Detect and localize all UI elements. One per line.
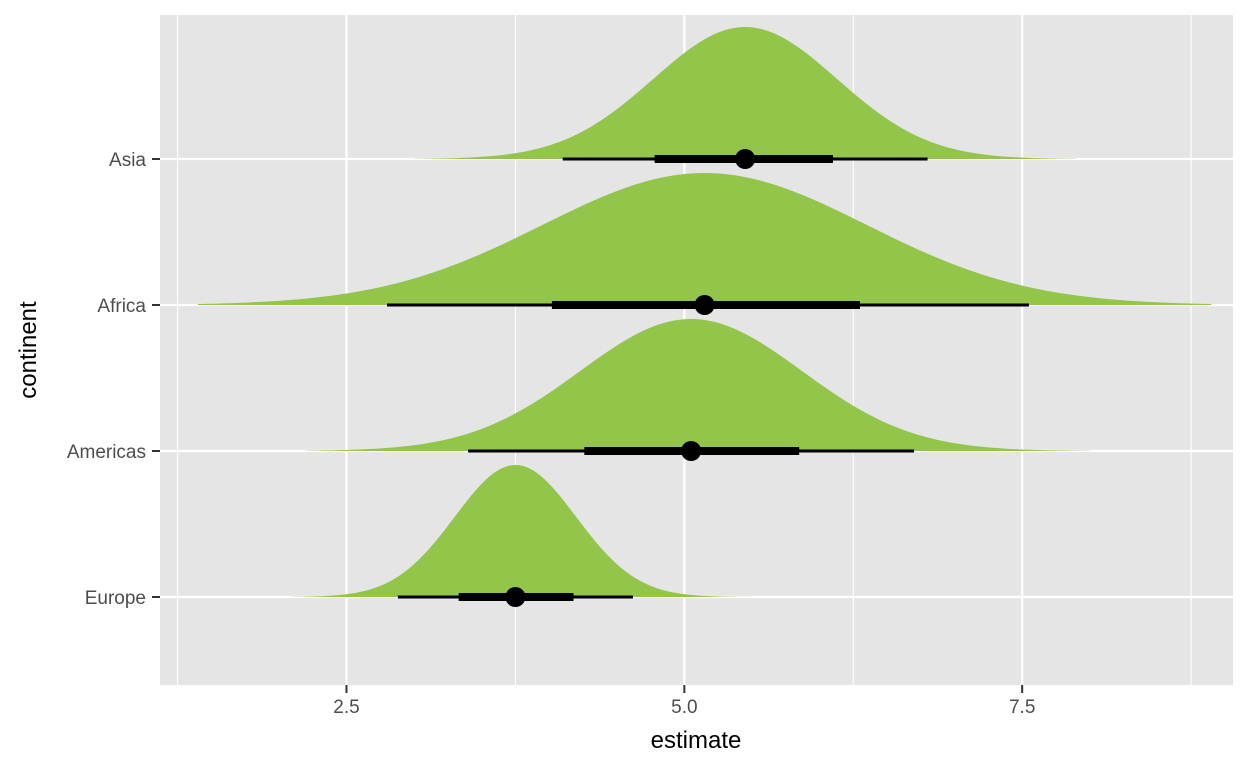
y-tick-label: Africa [97, 296, 146, 317]
y-tick-label: Asia [109, 150, 146, 171]
x-tick-label: 5.0 [671, 697, 697, 718]
interval-layer [387, 149, 1029, 607]
density-americas [305, 319, 1090, 451]
y-tick-label: Americas [67, 442, 146, 463]
x-axis-title: estimate [651, 727, 742, 754]
y-axis-title: continent [15, 301, 42, 399]
y-tick-label: Europe [85, 588, 146, 609]
x-tick-label: 7.5 [1009, 697, 1035, 718]
x-axis: 2.5 5.0 7.5 [333, 685, 1035, 718]
point-africa [694, 295, 715, 315]
y-axis: Europe Americas Africa Asia [67, 150, 160, 609]
point-europe [505, 587, 526, 607]
density-europe [292, 465, 752, 597]
point-asia [735, 149, 756, 169]
point-americas [681, 441, 702, 461]
density-layer [197, 27, 1212, 597]
density-africa [197, 173, 1212, 305]
density-asia [414, 27, 1077, 159]
x-tick-label: 2.5 [333, 697, 359, 718]
